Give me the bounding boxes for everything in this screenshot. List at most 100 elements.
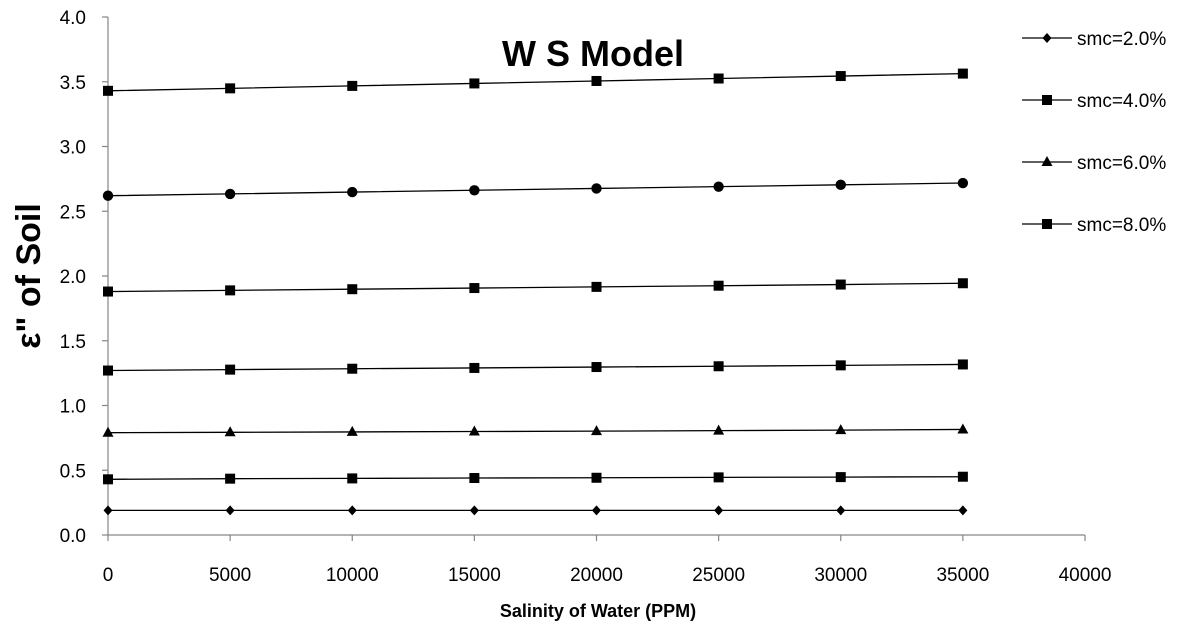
series-5: [103, 278, 968, 297]
data-point: [958, 505, 968, 516]
data-point: [347, 284, 358, 295]
data-point: [469, 473, 480, 484]
data-point: [957, 278, 968, 289]
data-point: [836, 505, 846, 516]
data-point: [468, 425, 480, 436]
x-tick-label: 20000: [570, 565, 623, 586]
y-tick-label: 2.5: [60, 202, 86, 223]
y-tick-label: 0.0: [60, 526, 86, 547]
data-point: [469, 283, 480, 294]
series-line: [107, 476, 963, 480]
legend-marker: [1042, 95, 1052, 105]
data-point: [713, 181, 724, 192]
x-tick-label: 15000: [448, 565, 501, 586]
data-point: [347, 505, 357, 516]
x-tick-label: 10000: [326, 565, 379, 586]
data-point: [957, 471, 968, 482]
series-line: [107, 282, 963, 293]
data-point: [591, 183, 602, 194]
data-point: [713, 280, 724, 291]
data-point: [103, 286, 113, 297]
data-point: [469, 78, 480, 89]
data-point: [835, 179, 846, 191]
x-axis-label: Salinity of Water (PPM): [500, 601, 696, 621]
data-point: [591, 75, 602, 86]
data-point: [103, 365, 113, 376]
data-point: [591, 362, 602, 373]
data-point: [713, 361, 724, 372]
legend-label: smc=8.0%: [1077, 215, 1166, 236]
data-point: [224, 188, 236, 200]
data-point: [835, 279, 846, 290]
data-point: [713, 424, 725, 435]
series-6: [102, 177, 969, 201]
legend-item: smc=6.0%: [1022, 153, 1166, 174]
data-point: [225, 364, 236, 375]
data-point: [347, 363, 358, 374]
legend-label: smc=2.0%: [1077, 29, 1166, 50]
data-point: [346, 425, 358, 436]
data-point: [102, 190, 114, 201]
data-point: [469, 185, 480, 196]
legend-marker: [1041, 156, 1053, 166]
legend-label: smc=4.0%: [1077, 91, 1166, 112]
x-tick-label: 25000: [692, 565, 745, 586]
data-point: [835, 360, 846, 371]
data-point: [347, 186, 358, 198]
data-point: [103, 474, 113, 485]
data-point: [225, 285, 236, 296]
data-point: [103, 505, 113, 516]
series-7: [103, 68, 968, 96]
y-tick-label: 3.0: [60, 138, 86, 159]
data-point: [714, 505, 724, 516]
y-tick-label: 1.5: [60, 332, 86, 353]
series-2: [103, 471, 968, 485]
data-point: [591, 281, 602, 292]
data-point: [835, 71, 846, 82]
legend-item: smc=8.0%: [1022, 215, 1166, 236]
x-tick-label: 40000: [1059, 565, 1112, 586]
data-point: [957, 68, 968, 79]
series-3: [102, 423, 969, 437]
data-point: [835, 424, 847, 435]
y-axis-label: ε" of Soil: [10, 203, 48, 349]
series-line: [107, 182, 963, 197]
data-point: [225, 83, 236, 94]
series-layer: [102, 68, 969, 516]
y-tick-label: 4.0: [60, 8, 86, 29]
legend-item: smc=4.0%: [1022, 91, 1166, 112]
x-axis: 0 5000 10000 15000 20000 25000 30000 35000 40000: [103, 534, 1112, 586]
data-point: [469, 362, 480, 373]
data-point: [224, 426, 236, 437]
x-tick-label: 0: [103, 565, 114, 586]
y-tick-label: 1.0: [60, 397, 86, 418]
legend-label: smc=6.0%: [1077, 153, 1166, 174]
chart-title: W S Model: [502, 33, 684, 74]
y-tick-label: 3.5: [60, 73, 86, 94]
x-tick-label: 35000: [936, 565, 989, 586]
x-tick-label: 30000: [814, 565, 867, 586]
data-point: [591, 425, 602, 436]
series-line: [107, 72, 963, 92]
y-axis: 0.0 0.5 1.0 1.5 2.0 2.5 3.0 3.5 4.0: [60, 8, 109, 547]
data-point: [103, 85, 113, 96]
data-point: [347, 473, 358, 484]
x-tick-label: 5000: [209, 565, 251, 586]
y-tick-label: 2.0: [60, 267, 86, 288]
y-tick-label: 0.5: [60, 461, 86, 482]
data-point: [713, 73, 724, 84]
data-point: [592, 505, 601, 516]
series-line: [107, 428, 963, 434]
data-point: [225, 505, 235, 516]
series-line: [107, 363, 963, 372]
data-point: [469, 505, 479, 516]
legend-marker: [1042, 219, 1052, 229]
legend: smc=2.0% smc=4.0% smc=6.0% smc=8.0%: [1022, 29, 1166, 236]
legend-item: smc=2.0%: [1022, 29, 1166, 50]
data-point: [835, 472, 846, 483]
data-point: [347, 80, 358, 91]
data-point: [713, 472, 724, 483]
data-point: [225, 473, 236, 484]
data-point: [957, 177, 969, 189]
